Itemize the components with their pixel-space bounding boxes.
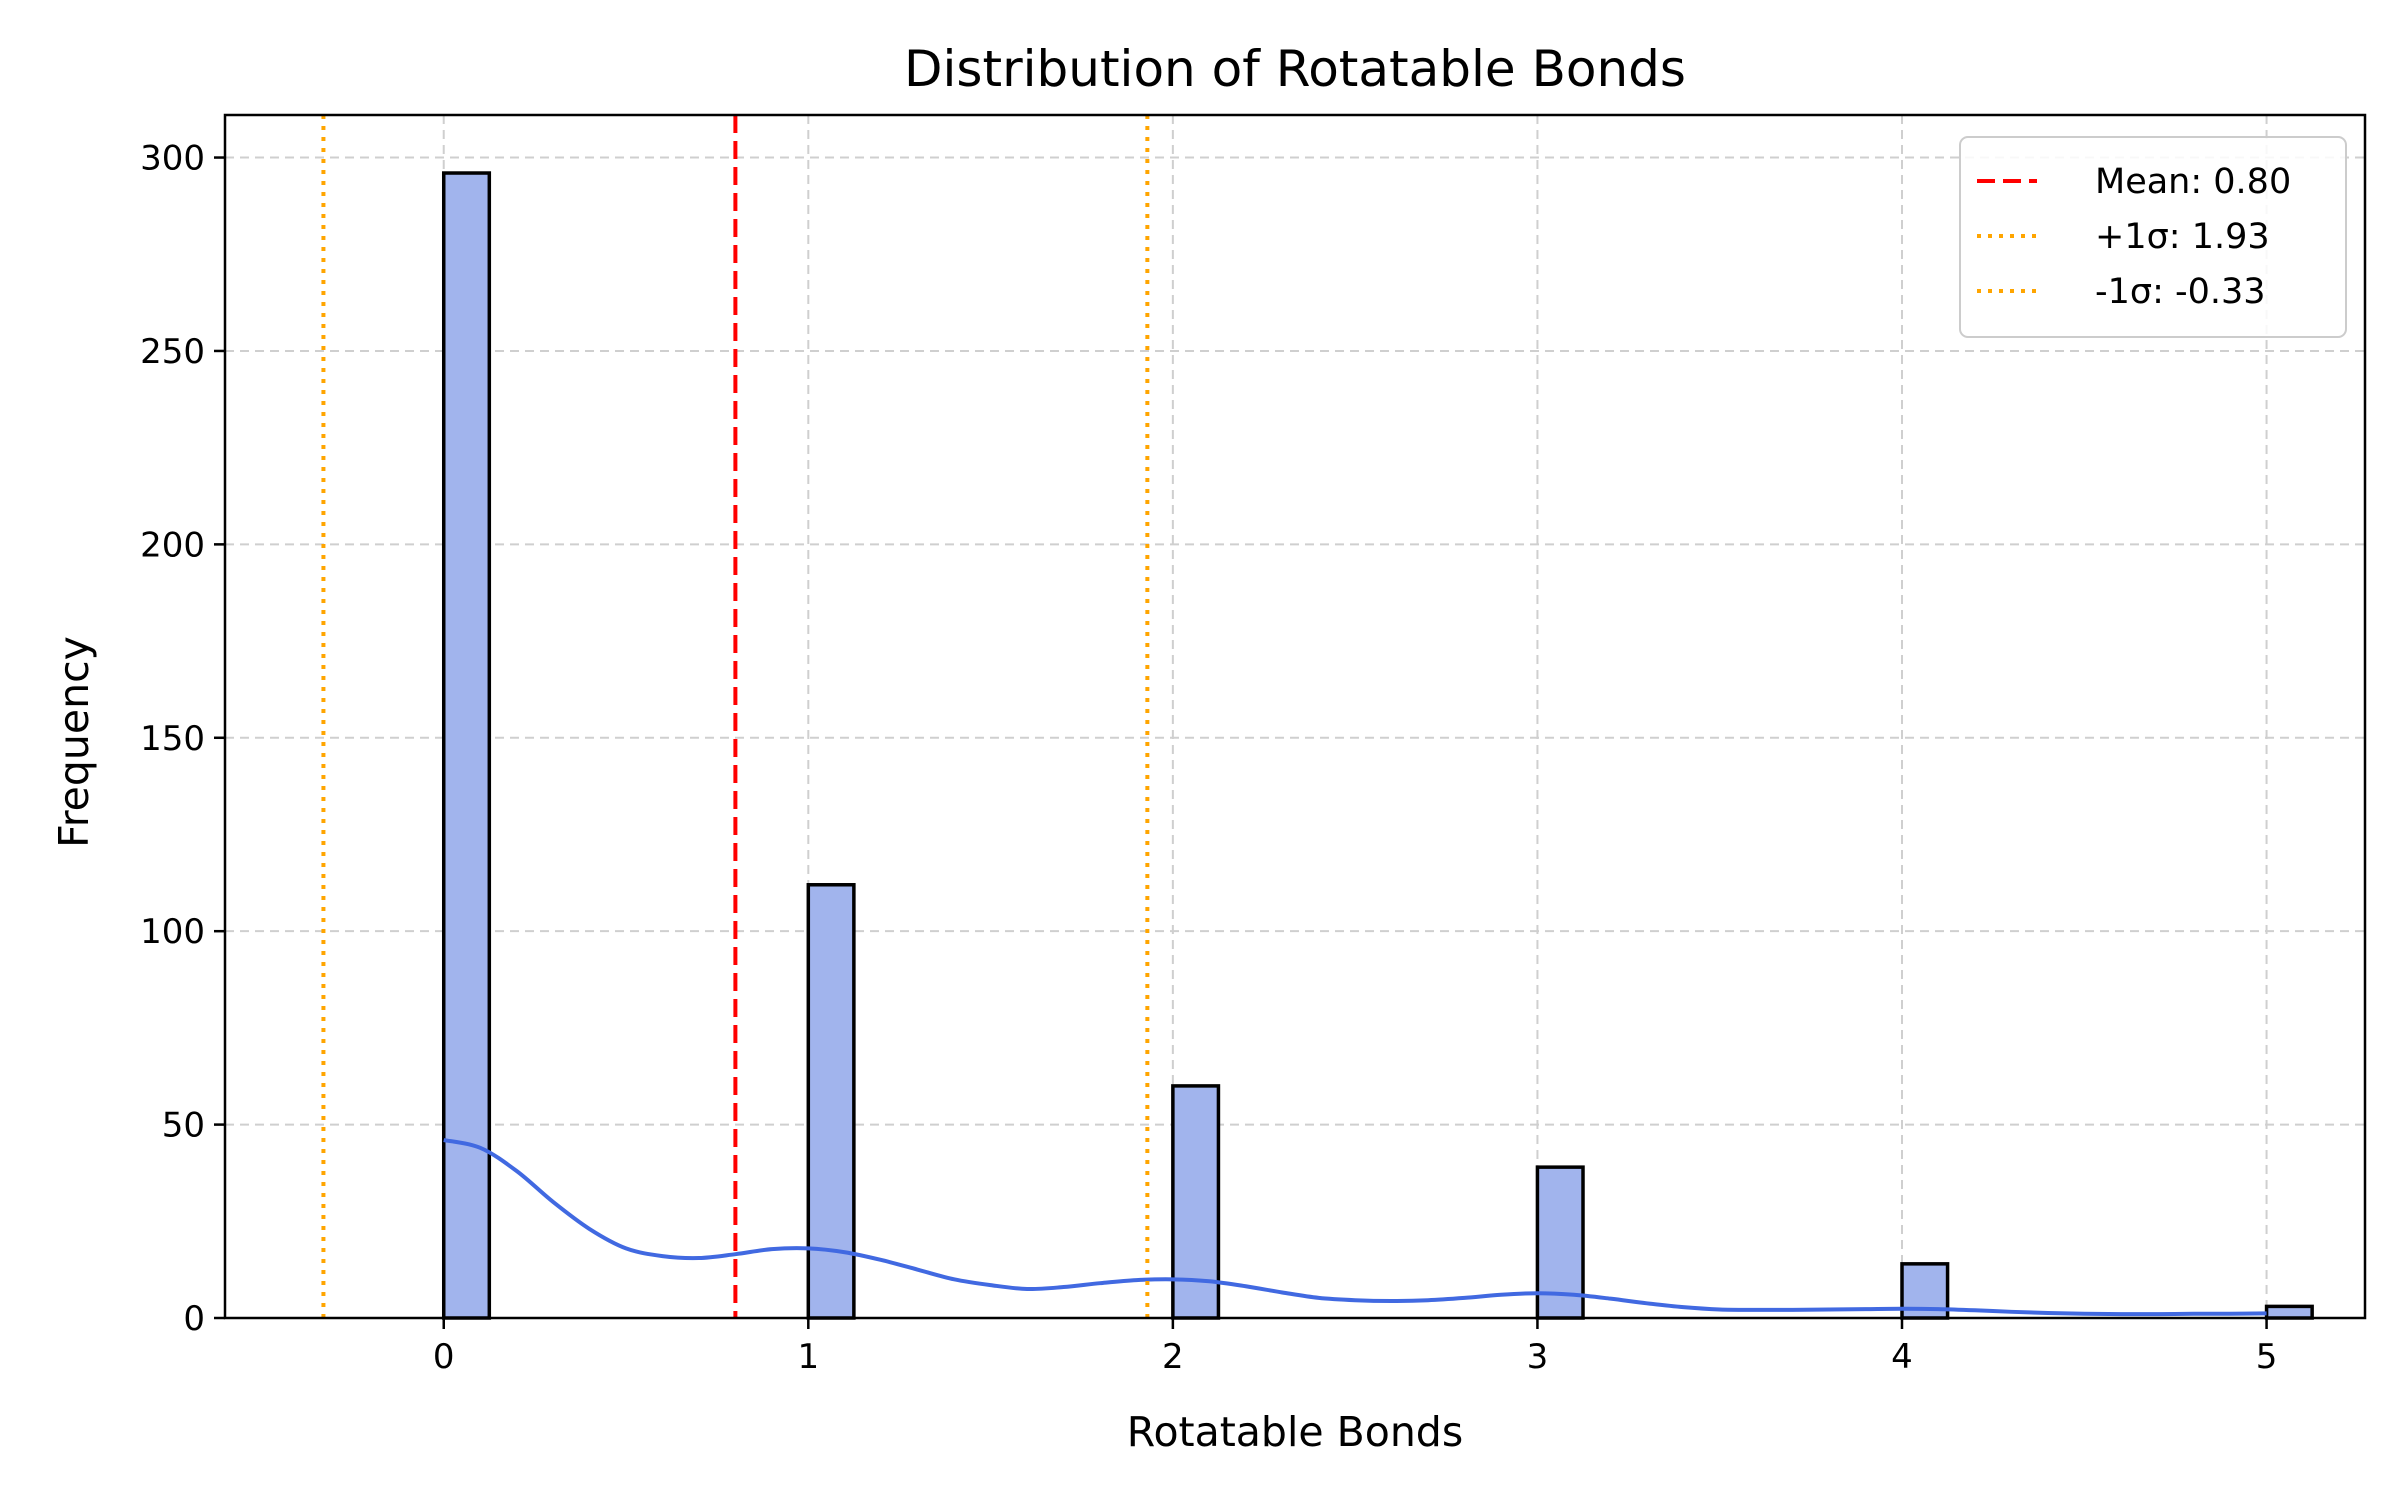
- kde-curve: [443, 1138, 2267, 1317]
- y-tick-label: 50: [162, 1106, 205, 1146]
- legend-entry-label: Mean: 0.80: [2095, 162, 2291, 202]
- legend: Mean: 0.80 +1σ: 1.93 -1σ: -0.33: [1959, 136, 2347, 338]
- histogram-bar: [2264, 1304, 2314, 1320]
- kde-curve-group: [443, 1138, 2267, 1317]
- y-axis-label: Frequency: [50, 636, 98, 848]
- y-tick-label: 250: [140, 332, 205, 372]
- plot-frame: [223, 113, 2367, 1320]
- y-tick-label: 0: [183, 1299, 205, 1339]
- x-tick-label: 3: [1527, 1337, 1549, 1377]
- legend-entry-label: +1σ: 1.93: [2095, 217, 2270, 257]
- x-tick-label: 4: [1891, 1337, 1913, 1377]
- y-tick-label: 100: [140, 912, 205, 952]
- legend-entry-label: -1σ: -0.33: [2095, 272, 2266, 312]
- bars: [441, 171, 2314, 1320]
- x-axis-label: Rotatable Bonds: [1127, 1408, 1463, 1456]
- x-tick-label: 5: [2256, 1337, 2278, 1377]
- x-tick-label: 2: [1162, 1337, 1184, 1377]
- reference-lines: [321, 115, 1150, 1318]
- x-axis-ticks: 0 1 2 3 4 5: [433, 1318, 2277, 1377]
- y-axis-ticks: 0 50 100 150 200 250 300: [140, 139, 225, 1339]
- y-tick-label: 300: [140, 139, 205, 179]
- histogram-bar: [806, 883, 856, 1320]
- chart-title: Distribution of Rotatable Bonds: [904, 40, 1686, 98]
- x-tick-label: 1: [797, 1337, 819, 1377]
- histogram-bar: [441, 171, 492, 1320]
- y-tick-label: 200: [140, 525, 205, 565]
- legend-box: [1959, 136, 2347, 338]
- y-tick-label: 150: [140, 719, 205, 759]
- x-tick-label: 0: [433, 1337, 455, 1377]
